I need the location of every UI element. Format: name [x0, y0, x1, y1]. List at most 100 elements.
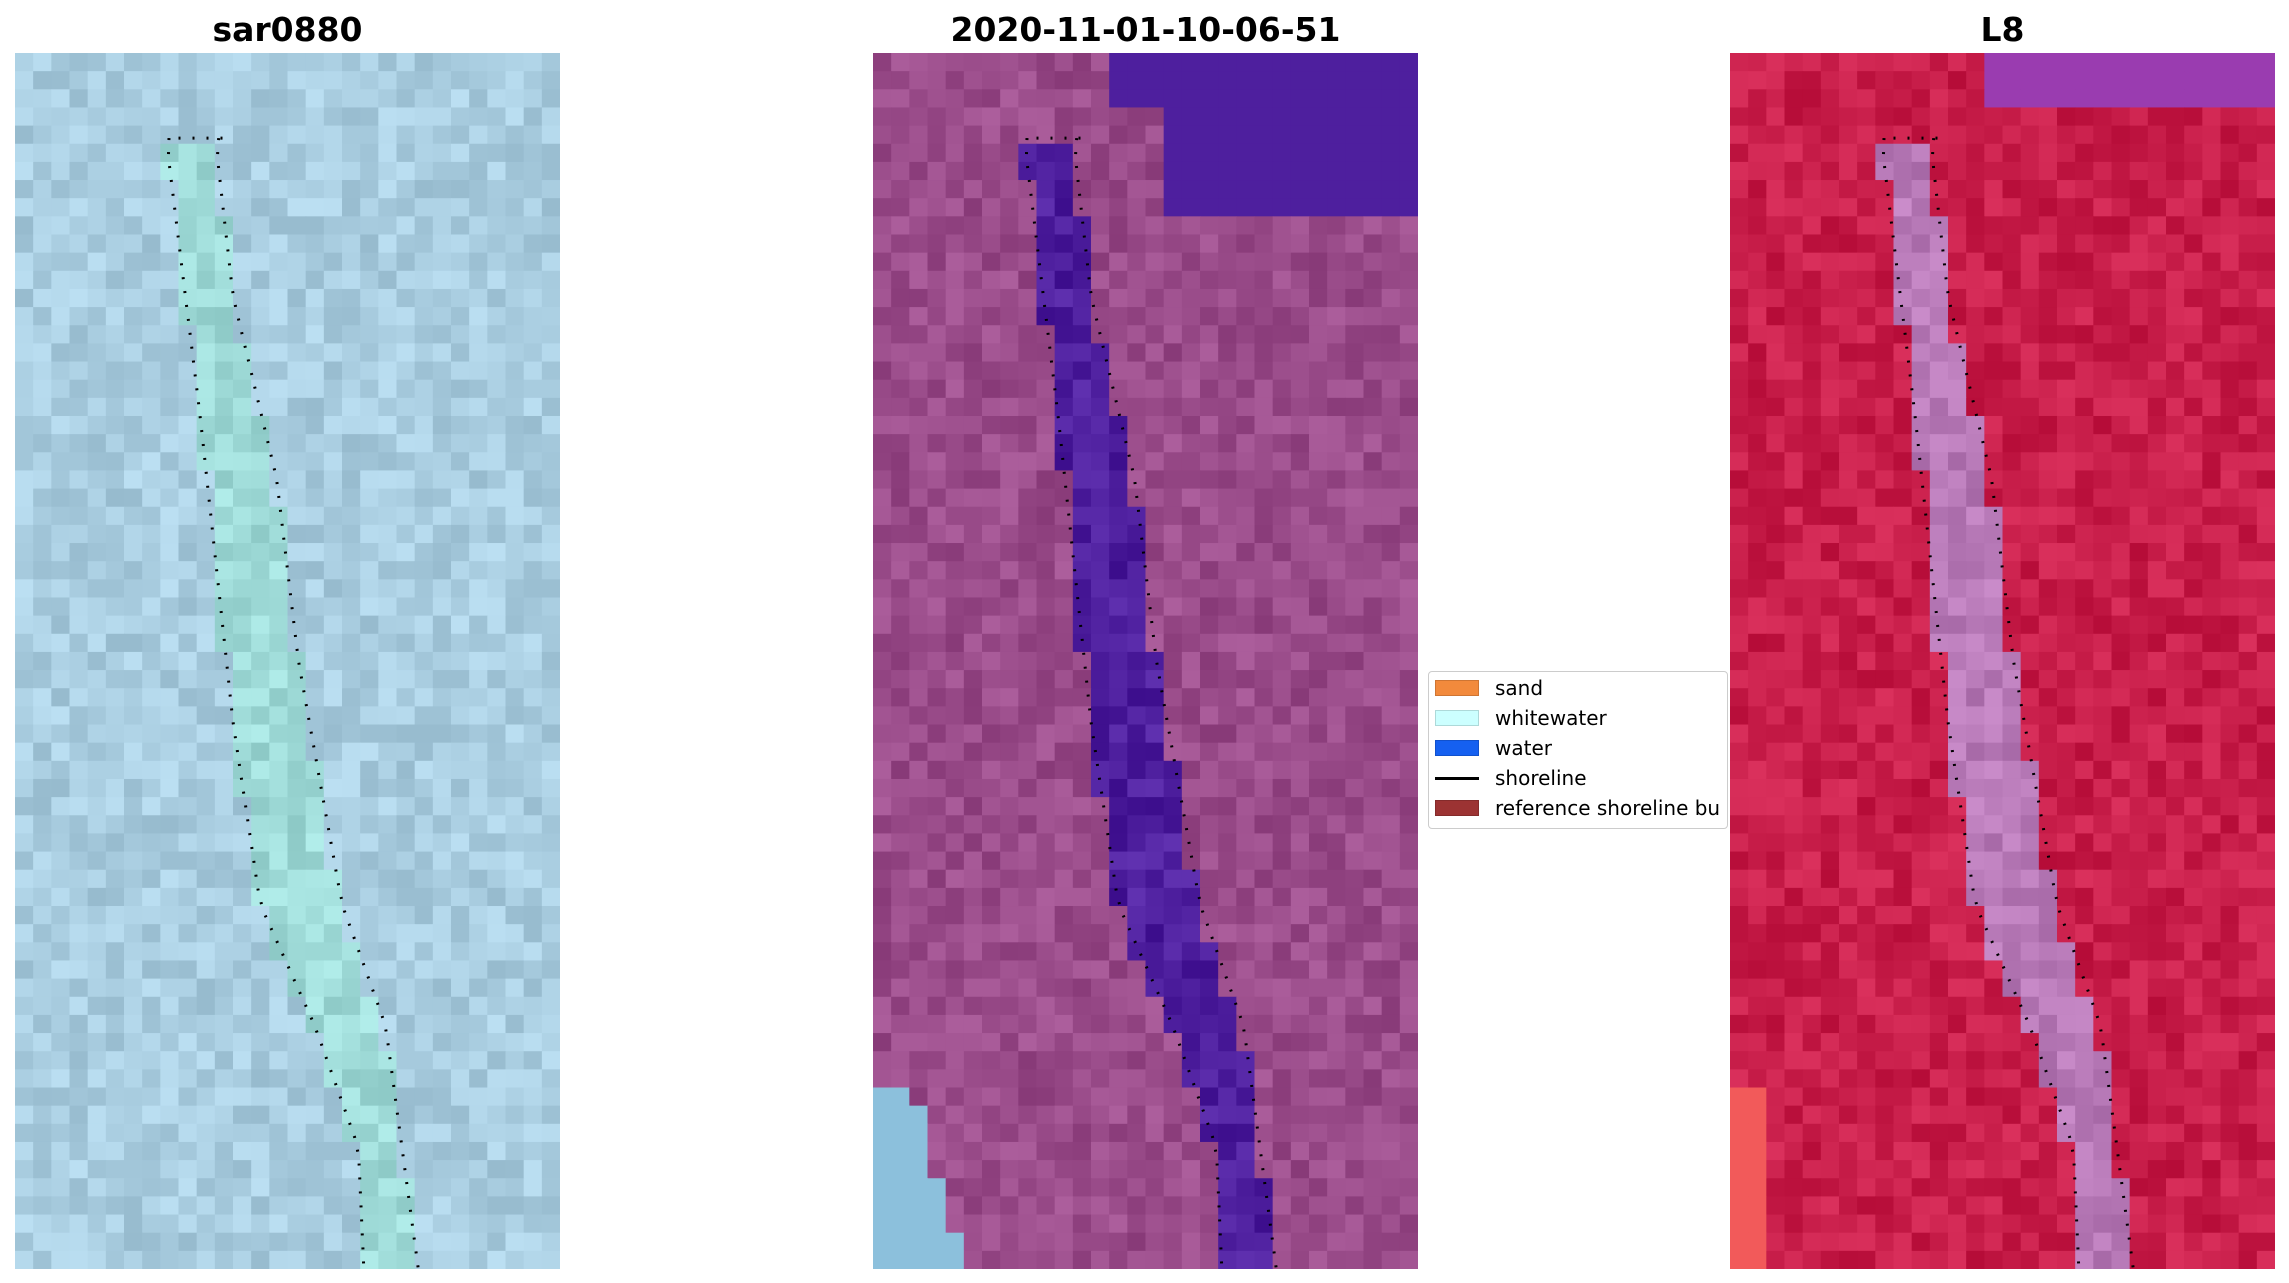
- image-pixel: [305, 742, 325, 762]
- image-pixel: [1802, 270, 1822, 290]
- image-pixel: [1911, 216, 1931, 236]
- image-pixel: [1290, 633, 1310, 653]
- image-pixel: [1399, 1051, 1418, 1070]
- image-pixel: [414, 1033, 434, 1052]
- image-pixel: [51, 833, 71, 853]
- image-pixel: [69, 579, 89, 599]
- image-pixel: [2220, 470, 2240, 490]
- image-pixel: [432, 869, 452, 889]
- image-pixel: [1857, 488, 1876, 508]
- image-pixel: [87, 125, 107, 145]
- image-pixel: [214, 161, 234, 181]
- image-pixel: [1966, 488, 1985, 508]
- image-pixel: [873, 216, 892, 236]
- image-pixel: [1127, 434, 1147, 453]
- image-pixel: [1327, 415, 1346, 435]
- image-pixel: [33, 924, 52, 943]
- image-pixel: [1072, 815, 1092, 835]
- image-pixel: [432, 1141, 452, 1161]
- image-pixel: [1875, 543, 1895, 562]
- image-pixel: [1036, 125, 1056, 145]
- image-pixel: [1309, 543, 1328, 562]
- image-pixel: [124, 651, 143, 671]
- image-pixel: [414, 434, 434, 453]
- image-pixel: [323, 198, 343, 217]
- image-pixel: [2020, 470, 2040, 490]
- image-pixel: [1127, 270, 1147, 290]
- image-pixel: [2147, 506, 2167, 526]
- image-pixel: [1820, 71, 1840, 90]
- image-pixel: [1236, 307, 1256, 326]
- image-pixel: [469, 670, 488, 689]
- image-pixel: [378, 1105, 398, 1125]
- image-pixel: [1254, 1069, 1274, 1089]
- image-pixel: [1399, 234, 1418, 254]
- image-pixel: [1236, 615, 1256, 635]
- image-pixel: [2147, 53, 2167, 72]
- image-pixel: [160, 996, 180, 1016]
- image-pixel: [1036, 906, 1056, 925]
- image-pixel: [178, 924, 198, 943]
- image-pixel: [1218, 688, 1237, 707]
- image-pixel: [909, 397, 929, 417]
- image-pixel: [1236, 688, 1256, 707]
- image-pixel: [487, 688, 507, 707]
- image-pixel: [178, 143, 198, 163]
- image-pixel: [487, 1232, 507, 1252]
- image-pixel: [469, 1232, 488, 1252]
- image-pixel: [541, 143, 560, 163]
- image-pixel: [909, 434, 929, 453]
- image-pixel: [1000, 688, 1019, 707]
- image-pixel: [873, 325, 892, 344]
- image-pixel: [305, 1014, 325, 1034]
- image-pixel: [269, 1214, 289, 1234]
- image-pixel: [1748, 216, 1767, 236]
- image-pixel: [33, 325, 52, 344]
- image-pixel: [323, 1069, 343, 1089]
- image-pixel: [342, 415, 361, 435]
- image-pixel: [1163, 343, 1183, 363]
- image-pixel: [1309, 887, 1328, 907]
- image-pixel: [214, 633, 234, 653]
- image-pixel: [178, 1196, 198, 1216]
- image-pixel: [214, 524, 234, 544]
- image-pixel: [1018, 397, 1038, 417]
- image-pixel: [541, 288, 560, 308]
- image-pixel: [287, 561, 307, 580]
- image-pixel: [1966, 288, 1985, 308]
- image-pixel: [1363, 379, 1383, 399]
- image-pixel: [1911, 307, 1931, 326]
- image-pixel: [323, 742, 343, 762]
- image-pixel: [396, 651, 416, 671]
- image-pixel: [305, 343, 325, 363]
- image-pixel: [1181, 125, 1201, 145]
- image-pixel: [105, 797, 125, 816]
- image-pixel: [945, 234, 965, 254]
- image-pixel: [1327, 1178, 1346, 1197]
- image-pixel: [487, 180, 507, 199]
- image-pixel: [1857, 270, 1876, 290]
- image-pixel: [1327, 397, 1346, 417]
- image-pixel: [196, 488, 216, 508]
- image-pixel: [1200, 270, 1219, 290]
- image-pixel: [982, 688, 1001, 707]
- image-pixel: [1091, 960, 1110, 980]
- image-pixel: [982, 1014, 1001, 1034]
- image-pixel: [1018, 1051, 1038, 1070]
- image-pixel: [982, 379, 1001, 399]
- image-pixel: [2238, 234, 2258, 254]
- image-pixel: [287, 797, 307, 816]
- image-pixel: [541, 706, 560, 726]
- image-pixel: [33, 1196, 52, 1216]
- image-pixel: [233, 688, 252, 707]
- image-pixel: [378, 670, 398, 689]
- image-pixel: [196, 125, 216, 145]
- image-pixel: [1784, 470, 1804, 490]
- image-pixel: [1290, 1087, 1310, 1107]
- image-pixel: [505, 343, 525, 363]
- image-pixel: [432, 778, 452, 798]
- image-pixel: [15, 307, 34, 326]
- image-pixel: [1000, 724, 1019, 744]
- image-pixel: [927, 397, 947, 417]
- image-pixel: [1054, 270, 1074, 290]
